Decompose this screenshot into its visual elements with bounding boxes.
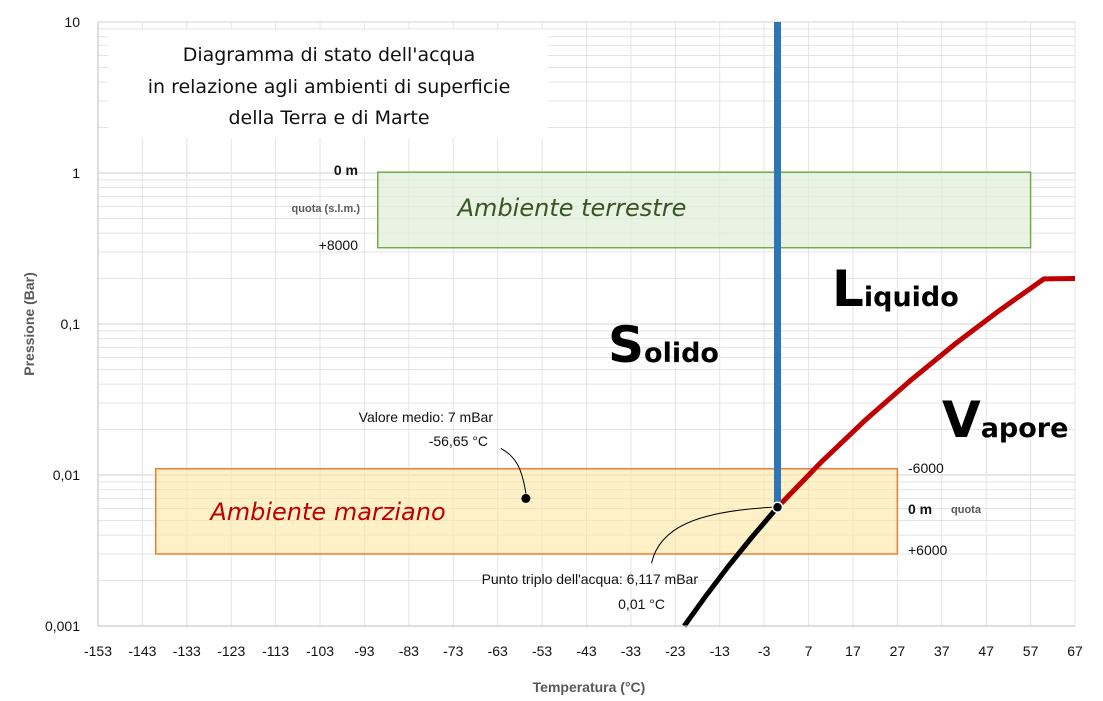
x-tick-label: -43 [576,643,596,659]
x-tick-label: 57 [1023,643,1039,659]
x-tick-label: 27 [890,643,906,659]
annotation-mars-mean-line2: -56,65 °C [429,433,488,449]
quota-top-terra: 0 m [334,162,358,178]
title-line-1: Diagramma di stato dell'acqua [183,44,476,66]
x-tick-label: 17 [845,643,861,659]
x-tick-label: -133 [173,643,201,659]
annotation-triple-line2: 0,01 °C [618,596,665,612]
x-tick-label: 37 [934,643,950,659]
quota-top-marte: -6000 [908,460,944,476]
phase-liquido: Liquido [832,260,959,318]
region-terrestre: Ambiente terrestre 0 m quota (s.l.m.) +8… [292,162,1032,253]
quota-middle-marte: 0 m [908,501,932,517]
x-tick-label: -83 [399,643,419,659]
x-tick-label: 47 [978,643,994,659]
region-terrestre-label: Ambiente terrestre [456,194,687,222]
x-tick-label: -53 [532,643,552,659]
x-tick-label: -153 [84,643,112,659]
x-tick-label: -73 [443,643,463,659]
x-tick-label: -3 [758,643,771,659]
phase-vapore: Vapore [942,391,1068,449]
x-tick-label: -123 [217,643,245,659]
quota-bottom-marte: +6000 [908,542,948,558]
region-marziano-label: Ambiente marziano [208,498,445,526]
y-tick-labels: 10 1 0,1 0,01 0,001 [45,14,80,634]
x-tick-labels: -153 -143 -133 -123 -113 -103 -93 -83 -73 -63 -53 -… [84,643,1083,659]
x-tick-label: -103 [306,643,334,659]
x-axis-title: Temperatura (°C) [533,679,646,695]
y-tick-label: 0,001 [45,618,80,634]
y-axis-title: Pressione (Bar) [21,272,37,375]
title-line-2: in relazione agli ambienti di superficie [148,76,511,98]
triple-point-marker [771,501,784,513]
series-vaporization-curve [775,276,1076,509]
y-tick-label: 1 [72,165,80,181]
annotation-triple-line1: Punto triplo dell'acqua: 6,117 mBar [482,571,699,587]
x-tick-label: -113 [262,643,289,659]
region-marziano: Ambiente marziano -6000 0 m quota +6000 [154,460,982,558]
annotation-mars-mean: Valore medio: 7 mBar -56,65 °C [359,409,531,503]
x-tick-label: -143 [128,643,156,659]
title-line-3: della Terra e di Marte [228,107,429,129]
x-tick-label: -13 [710,643,730,659]
series-sublimation-curve [682,505,780,628]
y-tick-label: 0,01 [53,467,80,483]
x-tick-label: -93 [354,643,374,659]
x-tick-label: -63 [488,643,508,659]
x-tick-label: 67 [1067,643,1083,659]
quota-label-terra: quota (s.l.m.) [292,203,361,215]
title-background [108,30,548,138]
x-tick-label: -23 [665,643,685,659]
y-tick-label: 10 [64,14,80,30]
quota-bottom-terra: +8000 [319,237,359,253]
y-tick-label: 0,1 [61,316,81,332]
chart-title: Diagramma di stato dell'acqua in relazio… [108,30,548,138]
x-tick-label: 7 [805,643,813,659]
annotation-triple-leader [651,506,773,564]
region-terrestre-box [377,171,1032,249]
mars-mean-point [521,493,531,503]
phase-curves [682,22,1076,628]
quota-label-marte: quota [951,504,982,516]
annotation-mars-mean-line1: Valore medio: 7 mBar [359,409,494,425]
phase-solido: Solido [608,316,719,374]
annotation-triple-point: Punto triplo dell'acqua: 6,117 mBar 0,01… [482,501,784,612]
annotation-mars-mean-leader [500,447,527,494]
x-tick-label: -33 [621,643,641,659]
